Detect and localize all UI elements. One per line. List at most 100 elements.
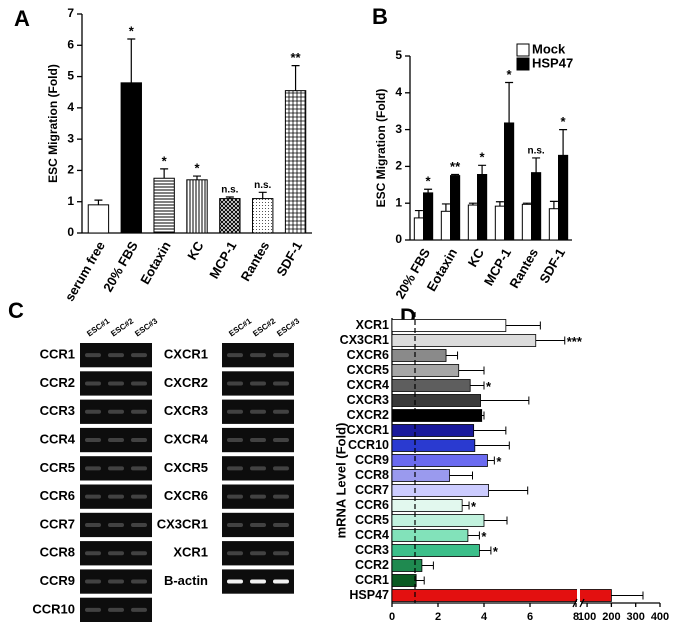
significance-label: * <box>426 174 432 189</box>
gel-strip <box>80 427 152 453</box>
error-bar <box>478 164 487 175</box>
gel-band <box>273 466 289 471</box>
significance-label: ** <box>450 159 461 174</box>
gel-band <box>250 409 266 414</box>
gel-row-label: CCR8 <box>40 545 75 560</box>
x-tick-label: 20% FBS <box>392 245 433 301</box>
bar <box>391 559 423 572</box>
y-tick-label: 4 <box>67 100 74 114</box>
bar <box>521 203 533 241</box>
gel-band <box>273 409 289 414</box>
bar <box>153 177 175 234</box>
gel-band <box>227 466 243 471</box>
gel-strip <box>222 484 294 509</box>
y-tick-label: 3 <box>395 122 402 136</box>
gel-row-label: CXCR2 <box>164 375 208 390</box>
error-bar <box>160 168 169 179</box>
legend-label: Mock <box>532 41 566 56</box>
error-bar <box>481 411 485 420</box>
significance-label: n.s. <box>221 185 238 196</box>
gel-band <box>108 579 124 584</box>
gel-strip <box>222 427 294 453</box>
gel-band <box>131 466 147 471</box>
gel-band <box>85 494 101 499</box>
y-tick-label: 3 <box>67 131 74 145</box>
gel-strip <box>80 456 152 481</box>
gel-band <box>227 522 243 527</box>
y-tick-label: 5 <box>67 69 74 83</box>
gel-band <box>85 522 101 527</box>
error-bar <box>94 199 103 205</box>
error-bar <box>291 65 300 91</box>
significance-label: *** <box>567 334 583 349</box>
gel-row-label: CX3CR1 <box>157 516 208 531</box>
error-bar <box>549 200 558 209</box>
bar <box>504 122 515 241</box>
y-tick-label: CXCR6 <box>347 348 389 362</box>
gel-band <box>85 353 101 358</box>
bar <box>391 364 460 377</box>
gel-row-label: CXCR6 <box>164 488 208 503</box>
y-tick-label: CCR8 <box>355 468 389 482</box>
error-bar <box>225 196 234 199</box>
x-tick-label: KC <box>184 238 207 262</box>
error-bar <box>451 173 460 176</box>
gel-row-label: B-actin <box>164 573 208 588</box>
lane-label: ESC#3 <box>275 316 301 338</box>
significance-label: n.s. <box>254 180 271 191</box>
bar <box>87 204 110 234</box>
gel-band <box>108 381 124 386</box>
gel-band <box>131 522 147 527</box>
gel-band <box>108 409 124 414</box>
y-tick-label: CCR10 <box>348 438 389 452</box>
gel-band <box>273 522 289 527</box>
significance-label: * <box>194 160 200 175</box>
gel-band <box>227 494 243 499</box>
x-tick-label: SDF-1 <box>536 246 568 286</box>
error-bar <box>127 38 136 83</box>
lane-label: ESC#2 <box>109 316 135 338</box>
error-bar <box>416 576 425 585</box>
x-tick-label: SDF-1 <box>273 239 305 279</box>
bar <box>219 198 241 234</box>
gel-band <box>227 353 243 358</box>
gel-band <box>227 438 243 443</box>
gel-band <box>250 438 266 443</box>
bar <box>531 172 542 241</box>
gel-row-label: CXCR4 <box>164 431 209 446</box>
gel-strip <box>80 484 152 509</box>
bar <box>477 173 488 241</box>
error-bar <box>470 381 485 390</box>
gel-band <box>227 551 243 556</box>
error-bar <box>480 396 530 405</box>
error-bar <box>462 501 470 510</box>
gel-row-label: CCR3 <box>40 403 75 418</box>
bar <box>494 205 506 241</box>
significance-label: * <box>129 23 135 38</box>
error-bar <box>535 336 566 345</box>
bar <box>391 484 489 497</box>
significance-label: * <box>507 67 513 82</box>
x-tick-label: 6 <box>527 611 533 623</box>
error-bar <box>441 203 450 212</box>
bar <box>423 192 434 241</box>
bar <box>391 379 471 392</box>
x-tick-label: 2 <box>435 611 441 623</box>
gel-row-label: CCR5 <box>40 460 75 475</box>
error-bar <box>193 175 201 180</box>
gel-band <box>85 607 101 612</box>
significance-label: * <box>561 114 567 129</box>
gel-row-label: CCR6 <box>40 488 75 503</box>
gel-band <box>131 438 147 443</box>
gel-band <box>250 522 266 527</box>
x-tick-label: serum free <box>62 239 108 304</box>
bar <box>120 82 142 234</box>
gel-strip <box>80 399 152 424</box>
error-bar <box>484 516 508 525</box>
y-axis-label: ESC Migration (Fold) <box>374 89 388 208</box>
y-tick-label: HSP47 <box>349 588 389 602</box>
bar <box>391 499 463 512</box>
gel-band <box>227 409 243 414</box>
error-bar <box>468 202 477 206</box>
significance-label: * <box>493 544 499 559</box>
